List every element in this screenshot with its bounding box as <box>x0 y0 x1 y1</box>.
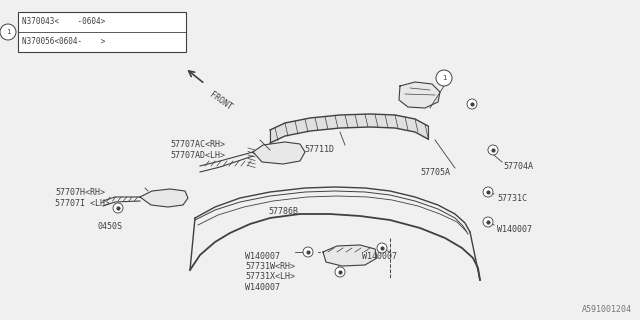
Circle shape <box>303 247 313 257</box>
Text: 57707AD<LH>: 57707AD<LH> <box>170 151 225 160</box>
Text: 57705A: 57705A <box>420 168 450 177</box>
Circle shape <box>483 187 493 197</box>
Text: W140007: W140007 <box>497 225 532 234</box>
Bar <box>18 12 186 52</box>
Text: 57707AC<RH>: 57707AC<RH> <box>170 140 225 149</box>
Text: 0450S: 0450S <box>98 222 123 231</box>
Circle shape <box>377 243 387 253</box>
Text: W140007: W140007 <box>245 252 280 261</box>
Polygon shape <box>323 245 377 266</box>
Text: 57704A: 57704A <box>503 162 533 171</box>
Text: N370056<0604-    >: N370056<0604- > <box>22 37 105 46</box>
Polygon shape <box>140 189 188 207</box>
Circle shape <box>335 267 345 277</box>
Text: W140007: W140007 <box>245 283 280 292</box>
Circle shape <box>488 145 498 155</box>
Circle shape <box>467 99 477 109</box>
Text: 1: 1 <box>6 29 10 35</box>
Text: A591001204: A591001204 <box>582 305 632 314</box>
Polygon shape <box>270 114 428 143</box>
Circle shape <box>113 203 123 213</box>
Text: 57786B: 57786B <box>268 207 298 216</box>
Text: 57731W<RH>: 57731W<RH> <box>245 262 295 271</box>
Polygon shape <box>399 82 440 108</box>
Text: 57707H<RH>: 57707H<RH> <box>55 188 105 197</box>
Text: 1: 1 <box>442 75 446 81</box>
Circle shape <box>0 24 16 40</box>
Text: N370043<    -0604>: N370043< -0604> <box>22 18 105 27</box>
Text: 57731X<LH>: 57731X<LH> <box>245 272 295 281</box>
Text: FRONT: FRONT <box>208 90 234 112</box>
Text: W140007: W140007 <box>362 252 397 261</box>
Text: 57711D: 57711D <box>304 145 334 154</box>
Polygon shape <box>253 142 305 164</box>
Text: 57731C: 57731C <box>497 194 527 203</box>
Circle shape <box>436 70 452 86</box>
Text: 57707I <LH>: 57707I <LH> <box>55 199 110 208</box>
Circle shape <box>483 217 493 227</box>
